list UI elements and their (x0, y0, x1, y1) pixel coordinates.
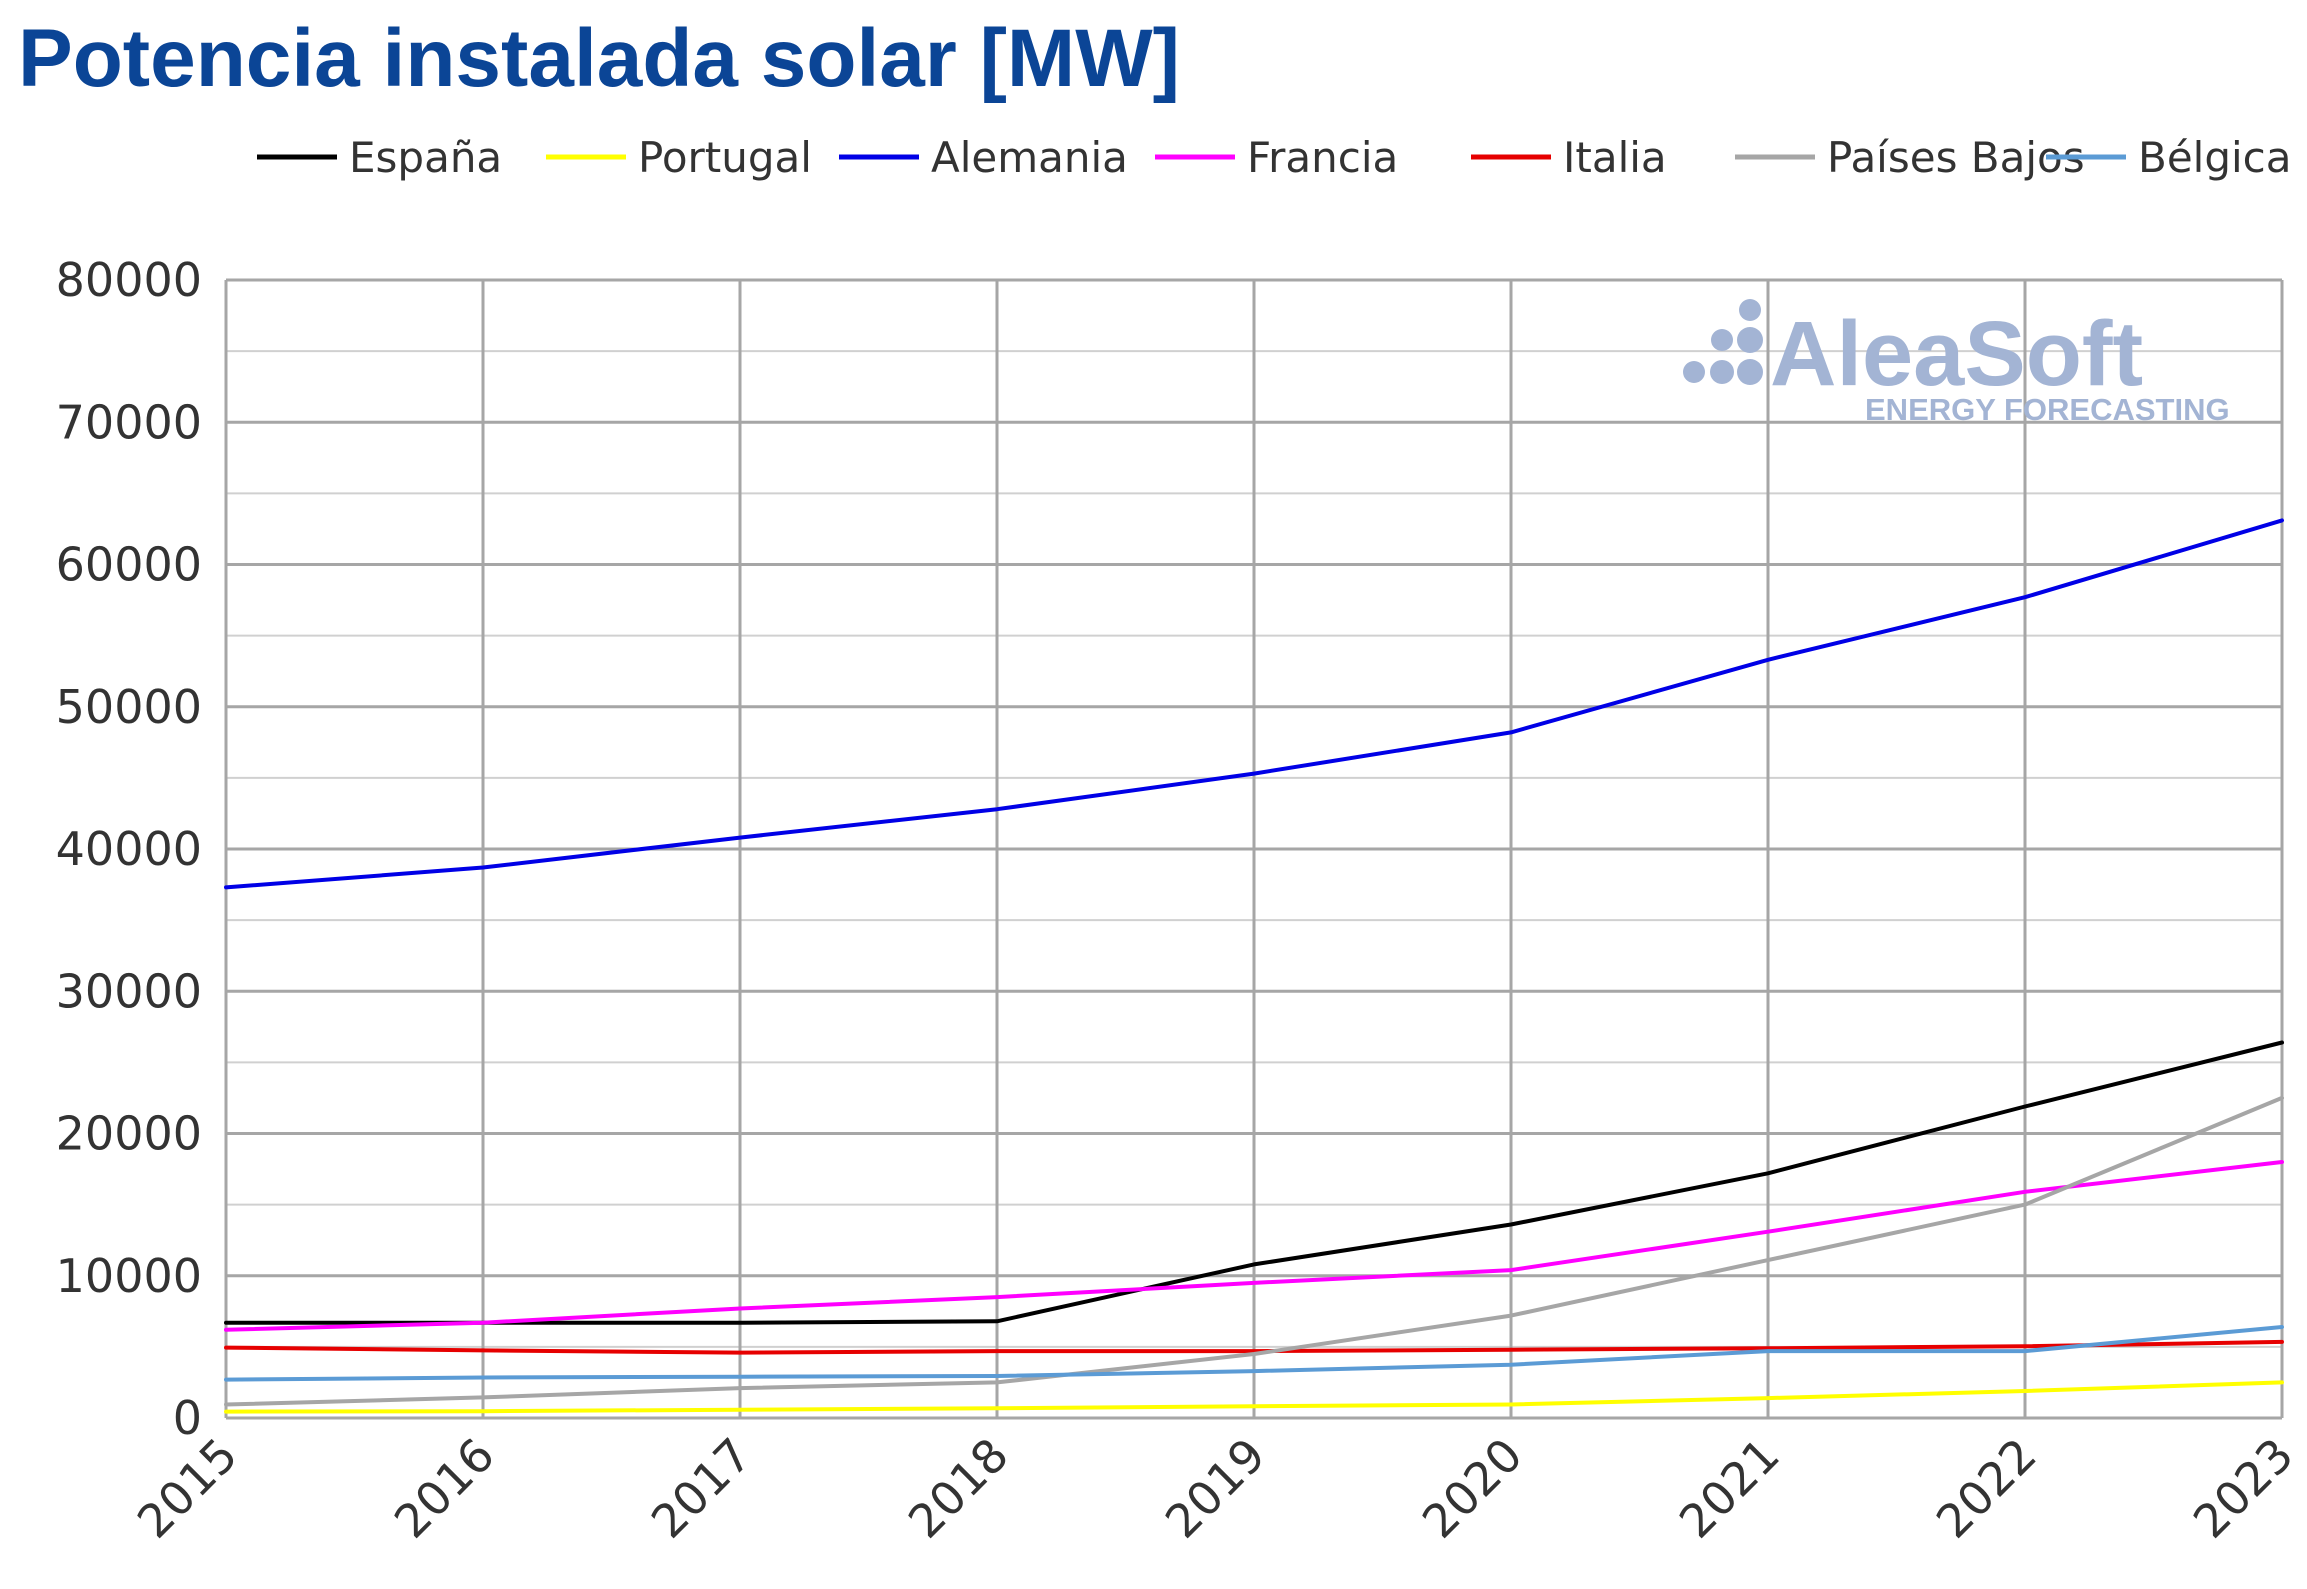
legend-label-1: Portugal (638, 133, 812, 182)
series-line-0 (224, 1040, 2284, 1325)
x-axis-ticks: 2015 2016 2017 2018 2019 2020 2021 2022 2023 (127, 1428, 2304, 1549)
grid-lines (224, 278, 2284, 1420)
legend: España Portugal Alemania Francia Italia Paíse… (257, 133, 2291, 182)
series-line-2 (224, 518, 2284, 890)
x-tick-label: 2022 (1926, 1428, 2047, 1549)
legend-label-6: Bélgica (2138, 133, 2291, 182)
legend-label-5: Países Bajos (1827, 133, 2085, 182)
y-tick-label: 70000 (56, 395, 202, 449)
legend-label-2: Alemania (931, 133, 1128, 182)
x-tick-label: 2023 (2183, 1428, 2304, 1549)
y-tick-label: 10000 (56, 1249, 202, 1303)
legend-label-3: Francia (1247, 133, 1398, 182)
aleasoft-logo-icon (1683, 299, 1763, 385)
chart-title: Potencia instalada solar [MW] (18, 13, 1180, 104)
series-line-4 (224, 1339, 2284, 1355)
y-tick-label: 30000 (56, 964, 202, 1018)
x-tick-label: 2017 (641, 1428, 762, 1549)
watermark-tagline: ENERGY FORECASTING (1865, 392, 2230, 427)
y-tick-label: 0 (173, 1391, 202, 1445)
y-tick-label: 60000 (56, 538, 202, 592)
x-tick-label: 2021 (1669, 1428, 1790, 1549)
y-tick-label: 40000 (56, 822, 202, 876)
x-tick-label: 2015 (127, 1428, 248, 1549)
legend-label-4: Italia (1563, 133, 1667, 182)
y-axis-ticks: 0 10000 20000 30000 40000 50000 60000 70000 8000… (56, 253, 202, 1445)
series-line-5 (224, 1095, 2284, 1407)
y-tick-label: 50000 (56, 680, 202, 734)
legend-label-0: España (349, 133, 502, 182)
series-lines (224, 518, 2284, 1414)
x-tick-label: 2019 (1155, 1428, 1276, 1549)
x-tick-label: 2016 (384, 1428, 505, 1549)
x-tick-label: 2020 (1412, 1428, 1533, 1549)
y-tick-label: 20000 (56, 1107, 202, 1161)
y-tick-label: 80000 (56, 253, 202, 307)
aleasoft-watermark: AleaSoft ENERGY FORECASTING (1683, 299, 2230, 427)
series-line-6 (224, 1325, 2284, 1382)
x-tick-label: 2018 (898, 1428, 1019, 1549)
series-line-3 (224, 1160, 2284, 1332)
watermark-brand: AleaSoft (1770, 303, 2143, 405)
series-line-1 (224, 1380, 2284, 1414)
